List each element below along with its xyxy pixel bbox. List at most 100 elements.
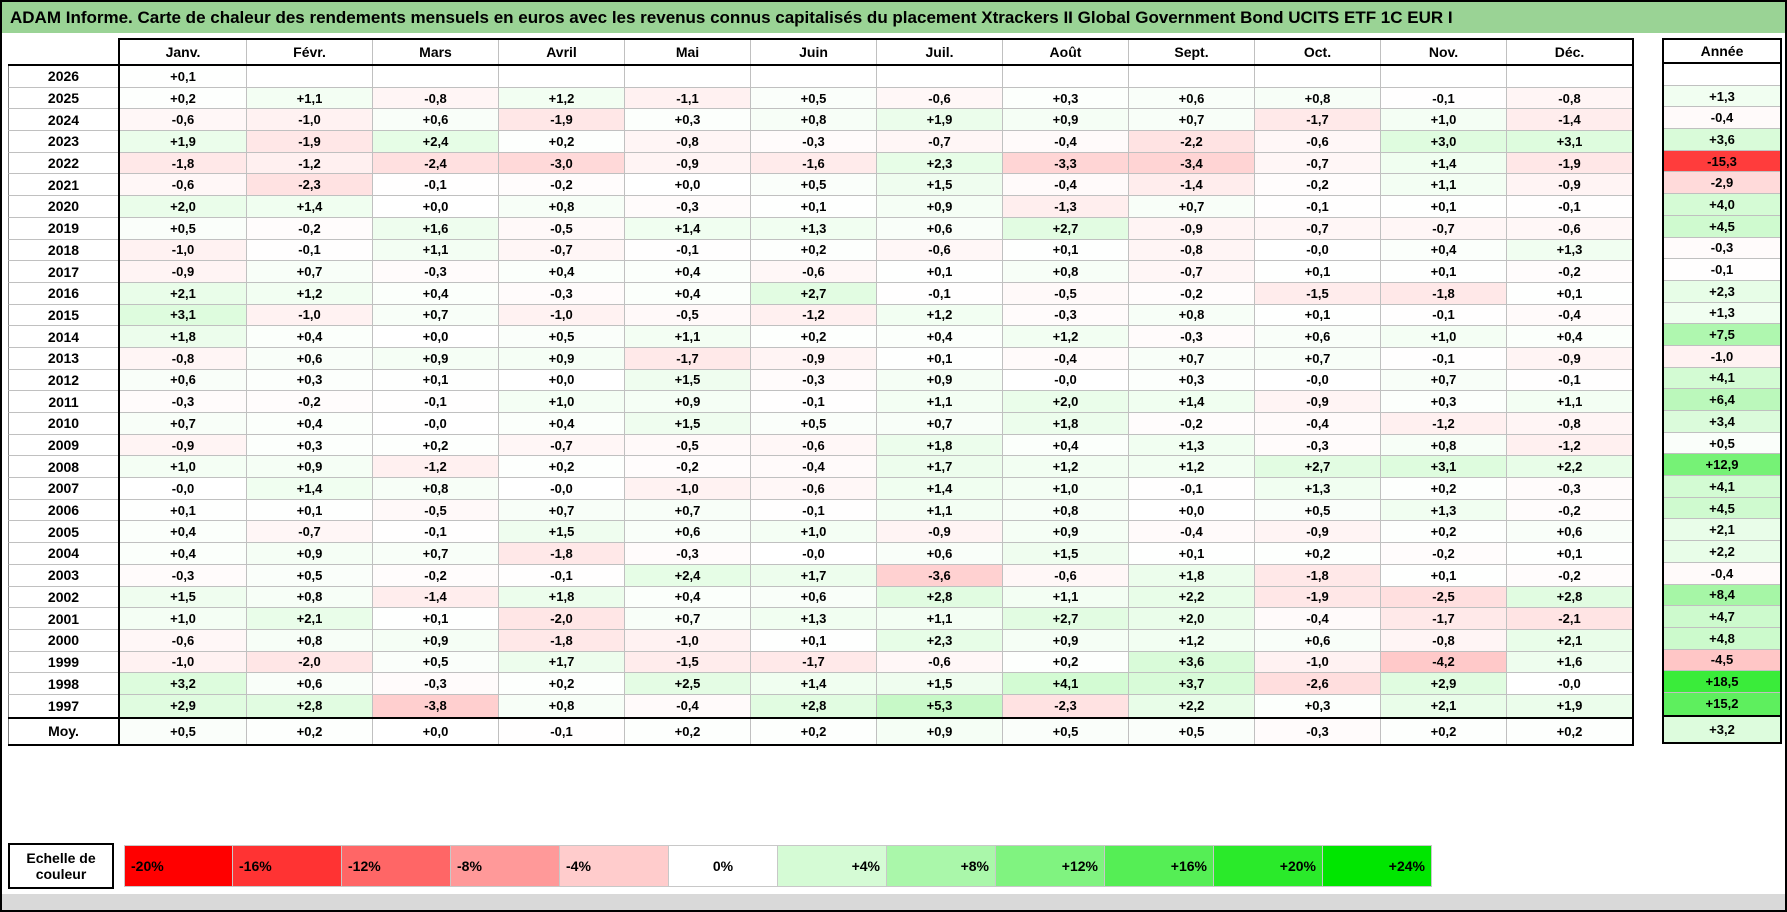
heatmap-cell: +0,6 — [876, 543, 1002, 565]
heatmap-cell: -0,8 — [624, 131, 750, 153]
year-label: 2010 — [8, 413, 118, 435]
average-cell: +0,5 — [120, 718, 246, 744]
heatmap-cell: +0,6 — [624, 521, 750, 544]
scale-cell: -4% — [560, 844, 669, 887]
heatmap-cell: +0,1 — [876, 261, 1002, 283]
annual-column-header: Année — [1664, 40, 1780, 64]
year-label: 2013 — [8, 347, 118, 370]
annual-cell: +4,0 — [1664, 194, 1780, 216]
heatmap-cell: -0,9 — [624, 152, 750, 175]
year-row: 2022 -1,8 -1,2 -2,4 -3,0 -0,9 -1,6 +2,3 -3,3 -3,4… — [8, 152, 1634, 175]
heatmap-cell: -0,4 — [1128, 521, 1254, 544]
heatmap-cell: +0,8 — [1002, 261, 1128, 283]
heatmap-cell: +0,8 — [1380, 434, 1506, 457]
scale-cell: +8% — [887, 844, 996, 887]
footer-strip — [2, 894, 1785, 910]
heatmap-cell: +1,1 — [1002, 586, 1128, 609]
heatmap-cell: +0,9 — [876, 369, 1002, 392]
heatmap-cell: -0,0 — [372, 413, 498, 435]
month-cells: -0,0 +1,4 +0,8 -0,0 -1,0 -0,6 +1,4 +1,0 -0,1 +1,3… — [118, 478, 1634, 500]
heatmap-cell: +0,5 — [120, 217, 246, 240]
heatmap-cell: -0,6 — [876, 239, 1002, 262]
heatmap-cell: +0,9 — [498, 347, 624, 370]
month-header: Mars — [372, 40, 498, 64]
average-cell: +0,5 — [1128, 718, 1254, 744]
heatmap-cell: -1,8 — [120, 152, 246, 175]
heatmap-cell: -0,3 — [750, 369, 876, 392]
heatmap-cell: +2,7 — [1254, 456, 1380, 479]
heatmap-cell: -2,0 — [498, 608, 624, 630]
heatmap-cell: +0,3 — [246, 369, 372, 392]
heatmap-cell: +2,7 — [1002, 217, 1128, 240]
month-cells: -0,6 -2,3 -0,1 -0,2 +0,0 +0,5 +1,5 -0,4 -1,4 -0,2… — [118, 174, 1634, 197]
heatmap-cell: +0,4 — [1380, 239, 1506, 262]
heatmap-cell: -0,5 — [624, 434, 750, 457]
heatmap-cell: -1,2 — [372, 456, 498, 479]
heatmap-cell: +0,4 — [1002, 434, 1128, 457]
heatmap-cell: -0,5 — [1002, 282, 1128, 305]
average-cell: +0,5 — [1002, 718, 1128, 744]
heatmap-cell: +1,0 — [498, 391, 624, 413]
month-header: Juil. — [876, 40, 1002, 64]
year-row: 2000 -0,6 +0,8 +0,9 -1,8 -1,0 +0,1 +2,3 +0,9 +1,2… — [8, 629, 1634, 652]
heatmap-cell: -1,8 — [498, 629, 624, 652]
heatmap-cell: +2,2 — [1128, 586, 1254, 609]
year-label: 2012 — [8, 369, 118, 392]
year-row: 2011 -0,3 -0,2 -0,1 +1,0 +0,9 -0,1 +1,1 +2,0 +1,4… — [8, 391, 1634, 413]
heatmap-cell: -0,3 — [1254, 434, 1380, 457]
heatmap-cell: +0,2 — [498, 131, 624, 153]
heatmap-cell: +0,1 — [750, 196, 876, 218]
heatmap-cell: +0,0 — [372, 196, 498, 218]
scale-cell: +12% — [996, 844, 1105, 887]
heatmap-cell: +1,1 — [1506, 391, 1632, 413]
heatmap-cell: -0,1 — [1128, 478, 1254, 500]
heatmap-cell: -0,3 — [120, 564, 246, 587]
heatmap-cell: -0,9 — [750, 347, 876, 370]
heatmap-cell: -0,2 — [624, 456, 750, 479]
heatmap-cell: +0,1 — [120, 499, 246, 522]
heatmap-cell: +1,5 — [876, 673, 1002, 695]
annual-cell: -1,0 — [1664, 345, 1780, 368]
month-cells: -0,8 +0,6 +0,9 +0,9 -1,7 -0,9 +0,1 -0,4 +0,7 +0,7… — [118, 347, 1634, 370]
heatmap-cell: -0,9 — [120, 261, 246, 283]
heatmap-cell: -0,3 — [120, 391, 246, 413]
heatmap-cell: -0,4 — [1002, 174, 1128, 197]
heatmap-cell: -0,6 — [876, 651, 1002, 674]
heatmap-cell: +1,9 — [120, 131, 246, 153]
heatmap-cell: +1,4 — [624, 217, 750, 240]
heatmap-cell: -1,5 — [1254, 282, 1380, 305]
heatmap-cell: +0,7 — [876, 413, 1002, 435]
heatmap-cell: +1,3 — [750, 217, 876, 240]
annual-cell: +3,6 — [1664, 129, 1780, 151]
heatmap-cell: -3,0 — [498, 152, 624, 175]
heatmap-cell: +1,5 — [498, 521, 624, 544]
heatmap-cell: -1,0 — [120, 651, 246, 674]
average-cell: -0,3 — [1254, 718, 1380, 744]
heatmap-cell: +1,1 — [372, 239, 498, 262]
heatmap-cell: +1,4 — [246, 196, 372, 218]
annual-column-body: +1,3 -0,4 +3,6 -15,3 -2,9 +4,0 +4,5 -0,3 -0,1 +2,… — [1664, 64, 1780, 715]
heatmap-cell: +2,8 — [750, 694, 876, 717]
heatmap-cell: +5,3 — [876, 694, 1002, 717]
heatmap-cell: -1,4 — [1506, 109, 1632, 132]
heatmap-cell: +2,1 — [120, 282, 246, 305]
heatmap-cell: -1,2 — [1506, 434, 1632, 457]
heatmap-cell: -1,1 — [624, 87, 750, 110]
heatmap-cell: +1,5 — [624, 413, 750, 435]
annual-cell: -0,3 — [1664, 237, 1780, 260]
month-cells: +3,2 +0,6 -0,3 +0,2 +2,5 +1,4 +1,5 +4,1 +3,7 -2,6… — [118, 673, 1634, 695]
year-label: 2001 — [8, 608, 118, 630]
heatmap-cell: -0,3 — [624, 196, 750, 218]
color-scale-label: Echelle de couleur — [8, 842, 114, 889]
month-header: Déc. — [1506, 40, 1632, 64]
heatmap-cell: +0,1 — [1506, 282, 1632, 305]
heatmap-cell: +2,1 — [246, 608, 372, 630]
heatmap-cell: -1,9 — [1506, 152, 1632, 175]
heatmap-cell: +0,1 — [120, 66, 246, 88]
heatmap-cell: -1,7 — [624, 347, 750, 370]
annual-cell: -0,4 — [1664, 562, 1780, 585]
heatmap-cell: +0,8 — [1254, 87, 1380, 110]
heatmap-cell: -0,2 — [246, 217, 372, 240]
year-label: 2007 — [8, 478, 118, 500]
heatmap-cell: +1,2 — [876, 304, 1002, 327]
